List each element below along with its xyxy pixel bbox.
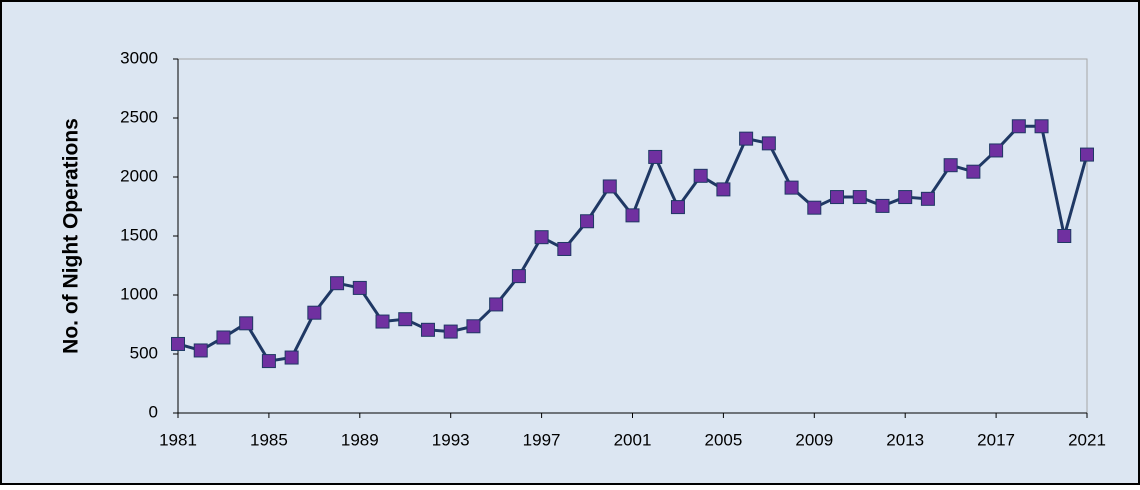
x-tick-label: 1993 xyxy=(432,430,470,449)
y-tick-label: 0 xyxy=(149,402,158,421)
marker xyxy=(580,214,595,229)
y-tick-label: 1000 xyxy=(120,284,158,303)
marker xyxy=(920,191,935,206)
marker xyxy=(1057,229,1072,243)
marker xyxy=(239,316,254,331)
x-tick-label: 2001 xyxy=(614,430,652,449)
marker xyxy=(602,179,617,194)
marker xyxy=(807,200,822,215)
marker xyxy=(557,241,572,256)
marker xyxy=(420,322,435,337)
marker xyxy=(1034,119,1049,134)
marker xyxy=(171,336,185,351)
marker xyxy=(739,131,754,146)
x-tick-label: 1981 xyxy=(159,430,197,449)
y-tick-label: 3000 xyxy=(120,48,158,67)
marker xyxy=(852,190,867,205)
marker xyxy=(375,314,390,329)
marker xyxy=(398,312,413,327)
x-tick-label: 1985 xyxy=(250,430,288,449)
marker xyxy=(193,343,208,358)
marker xyxy=(898,190,913,205)
marker xyxy=(284,350,299,365)
marker xyxy=(352,280,367,295)
marker xyxy=(1080,147,1094,162)
y-tick-label: 500 xyxy=(130,343,158,362)
marker xyxy=(261,354,276,369)
marker xyxy=(511,269,526,284)
marker xyxy=(943,158,958,173)
marker xyxy=(1011,119,1026,134)
marker xyxy=(216,330,231,345)
y-tick-label: 2500 xyxy=(120,107,158,126)
marker xyxy=(761,136,776,151)
marker xyxy=(330,276,345,291)
x-tick-label: 2013 xyxy=(886,430,924,449)
x-tick-label: 2017 xyxy=(977,430,1015,449)
marker xyxy=(784,180,799,195)
x-tick-label: 1997 xyxy=(523,430,561,449)
marker xyxy=(625,208,640,223)
y-axis-label: No. of Night Operations xyxy=(60,118,83,354)
marker xyxy=(307,305,322,320)
marker xyxy=(443,324,458,339)
marker xyxy=(716,182,731,197)
marker xyxy=(670,200,685,215)
x-tick-label: 2005 xyxy=(704,430,742,449)
marker xyxy=(693,168,708,183)
x-tick-label: 2009 xyxy=(795,430,833,449)
x-tick-label: 2021 xyxy=(1068,430,1106,449)
marker xyxy=(830,190,845,205)
marker xyxy=(534,230,549,245)
marker xyxy=(489,297,504,312)
marker xyxy=(648,149,663,164)
marker xyxy=(966,164,981,179)
marker xyxy=(466,319,481,334)
marker xyxy=(989,143,1004,158)
x-tick-label: 1989 xyxy=(341,430,379,449)
y-tick-label: 1500 xyxy=(120,225,158,244)
marker xyxy=(875,198,890,213)
y-tick-label: 2000 xyxy=(120,166,158,185)
